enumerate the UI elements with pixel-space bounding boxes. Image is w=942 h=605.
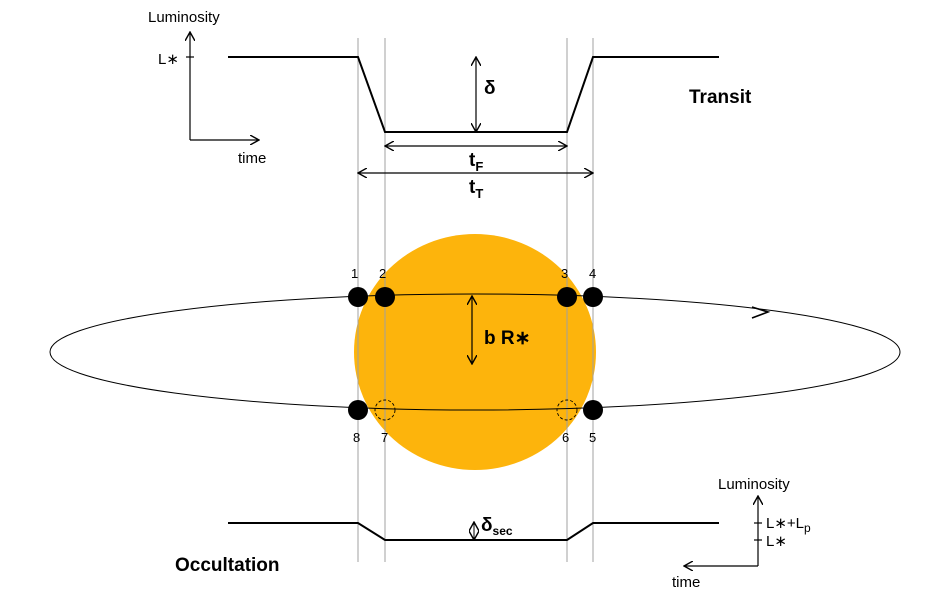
transit-x-axis-label: time <box>238 150 266 167</box>
flat-duration-label-sub: F <box>475 159 483 174</box>
flat-duration-label: tF <box>469 150 483 174</box>
planet-contact-8 <box>348 400 368 420</box>
occultation-panel: δsec Luminosity L∗+Lp L∗ time Occultatio… <box>175 476 811 591</box>
contact-number-1: 1 <box>351 266 358 281</box>
occultation-y-axis-label: Luminosity <box>718 476 790 493</box>
contact-number-5: 5 <box>589 430 596 445</box>
contact-number-4: 4 <box>589 266 596 281</box>
occultation-lower-level-label: L∗ <box>766 533 787 550</box>
contact-number-2: 2 <box>379 266 386 281</box>
occultation-x-axis-label: time <box>672 574 700 591</box>
occultation-depth-sub: sec <box>493 524 513 538</box>
planet-contact-6 <box>556 399 578 421</box>
impact-parameter-label: b R∗ <box>484 328 531 349</box>
transit-depth-label: δ <box>484 78 496 99</box>
total-duration-label: tT <box>469 177 483 201</box>
planet-contact-1 <box>348 287 368 307</box>
star <box>354 234 596 470</box>
contact-number-7: 7 <box>381 430 388 445</box>
planets-occulted <box>374 399 578 421</box>
total-duration-label-sub: T <box>475 186 483 201</box>
planet-contact-7 <box>374 399 396 421</box>
occultation-upper-level-label: L∗+Lp <box>766 515 811 535</box>
planets-front <box>348 287 603 420</box>
occultation-title: Occultation <box>175 555 280 576</box>
contact-number-3: 3 <box>561 266 568 281</box>
occultation-upper-level-sub: p <box>804 521 811 535</box>
contact-number-6: 6 <box>562 430 569 445</box>
transit-panel: Luminosity time L∗ δ tF tT Transit <box>148 9 752 201</box>
transit-y-axis-label: Luminosity <box>148 9 220 26</box>
transit-light-curve <box>228 56 719 133</box>
contact-numbers: 1 2 3 4 5 6 7 8 <box>351 266 596 445</box>
transit-title: Transit <box>689 87 752 108</box>
planet-contact-2 <box>375 287 395 307</box>
planet-contact-4 <box>583 287 603 307</box>
planet-contact-5 <box>583 400 603 420</box>
orbit-direction-arrow <box>751 306 771 319</box>
contact-number-8: 8 <box>353 430 360 445</box>
planet-contact-3 <box>557 287 577 307</box>
orbit-path <box>49 293 901 411</box>
occultation-depth-label: δsec <box>481 515 513 538</box>
transit-level-label: L∗ <box>158 51 179 68</box>
